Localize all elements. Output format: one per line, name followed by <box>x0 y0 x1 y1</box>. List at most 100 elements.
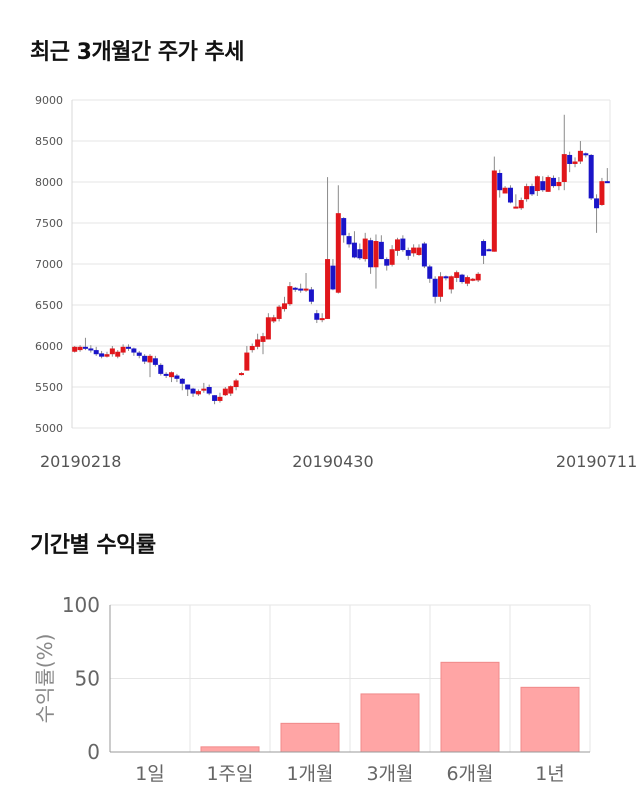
x-tick-label: 20190711 <box>556 452 637 471</box>
x-tick-label: 20190218 <box>40 452 121 471</box>
bar <box>280 722 340 753</box>
candle-body <box>427 266 433 279</box>
candle-body <box>513 206 519 209</box>
candle-body <box>109 348 115 355</box>
candle-body <box>411 247 417 254</box>
candle-body <box>179 378 185 384</box>
candle-body <box>265 317 271 340</box>
candle-body <box>454 272 460 278</box>
bar <box>440 661 500 753</box>
candle-body <box>104 354 110 357</box>
candle-body <box>287 286 293 305</box>
candle-body <box>400 238 406 251</box>
candle-body <box>93 350 99 355</box>
candle-body <box>174 375 180 379</box>
candle-body <box>131 348 137 353</box>
x-tick-label: 3개월 <box>366 763 413 785</box>
price-chart-title: 최근 3개월간 주가 추세 <box>30 40 244 65</box>
candle-body <box>335 213 341 293</box>
returns-chart-title: 기간별 수익률 <box>30 533 156 558</box>
y-tick-label: 8000 <box>35 176 63 189</box>
candle-body <box>475 273 481 281</box>
y-tick-label: 0 <box>87 740 100 764</box>
y-tick-label: 5000 <box>35 422 63 435</box>
candle-body <box>394 239 400 251</box>
candle-body <box>502 187 508 194</box>
candle-body <box>255 339 261 347</box>
candle-body <box>185 384 191 390</box>
candle-body <box>556 182 562 187</box>
candle-body <box>438 276 444 297</box>
y-tick-label: 8500 <box>35 135 63 148</box>
y-tick-label: 50 <box>75 667 100 691</box>
candle-body <box>351 242 357 258</box>
candle-body <box>72 346 78 352</box>
candle-body <box>491 170 497 252</box>
candle-body <box>389 249 395 265</box>
candle-body <box>233 380 239 387</box>
candle-body <box>464 277 470 284</box>
candle-body <box>481 241 487 256</box>
candle-body <box>201 388 207 391</box>
candle-body <box>228 386 234 394</box>
candle-body <box>163 373 169 376</box>
candle-body <box>314 313 320 320</box>
candle-body <box>567 154 573 164</box>
candle-body <box>534 176 540 192</box>
candle-body <box>583 153 589 156</box>
candle-body <box>217 396 223 401</box>
candle-body <box>507 187 513 203</box>
candle-body <box>82 346 88 349</box>
candle-body <box>244 352 250 371</box>
candle-body <box>147 355 153 363</box>
candle-body <box>362 238 368 260</box>
candle-body <box>319 318 325 321</box>
bar <box>360 693 420 753</box>
candle-body <box>497 172 503 191</box>
x-tick-label: 1개월 <box>286 763 333 785</box>
candle-body <box>271 317 277 322</box>
candle-body <box>551 177 557 187</box>
y-tick-label: 6500 <box>35 299 63 312</box>
candle-body <box>282 303 288 310</box>
candle-body <box>518 200 524 209</box>
candle-body <box>88 348 94 351</box>
candle-body <box>249 346 255 351</box>
x-tick-label: 1주일 <box>206 763 253 785</box>
candle-body <box>470 278 476 281</box>
candle-body <box>222 388 228 396</box>
candle-body <box>588 154 594 199</box>
candle-body <box>292 287 298 290</box>
candle-body <box>238 373 244 376</box>
candle-body <box>341 218 347 236</box>
candle-body <box>421 243 427 267</box>
candle-body <box>152 358 158 365</box>
y-tick-label: 100 <box>62 593 100 617</box>
x-tick-label: 20190430 <box>292 452 373 471</box>
candle-body <box>594 198 600 209</box>
y-tick-label: 9000 <box>35 94 63 107</box>
candle-body <box>308 289 314 302</box>
x-tick-label: 1년 <box>535 763 565 785</box>
candlestick-chart: 5000 5500 6000 6500 7000 7500 8000 8500 9000 2019… <box>35 94 637 471</box>
y-tick-label: 6000 <box>35 340 63 353</box>
candle-body <box>142 355 148 362</box>
candle-body <box>432 278 438 297</box>
candle-body <box>195 391 201 395</box>
candle-body <box>190 388 196 394</box>
candle-body <box>373 241 379 268</box>
candle-body <box>346 236 352 245</box>
candle-body <box>561 154 567 182</box>
candle-body <box>357 249 363 259</box>
candle-body <box>260 336 266 342</box>
candle-body <box>325 259 331 319</box>
y-axis-label: 수익률(%) <box>33 634 57 724</box>
candle-body <box>115 351 121 357</box>
candle-body <box>604 181 610 184</box>
candle-body <box>599 181 605 205</box>
candle-body <box>448 276 454 290</box>
candle-body <box>206 387 212 394</box>
candle-body <box>545 177 551 192</box>
candle-body <box>120 346 126 353</box>
candle-body <box>169 372 175 378</box>
